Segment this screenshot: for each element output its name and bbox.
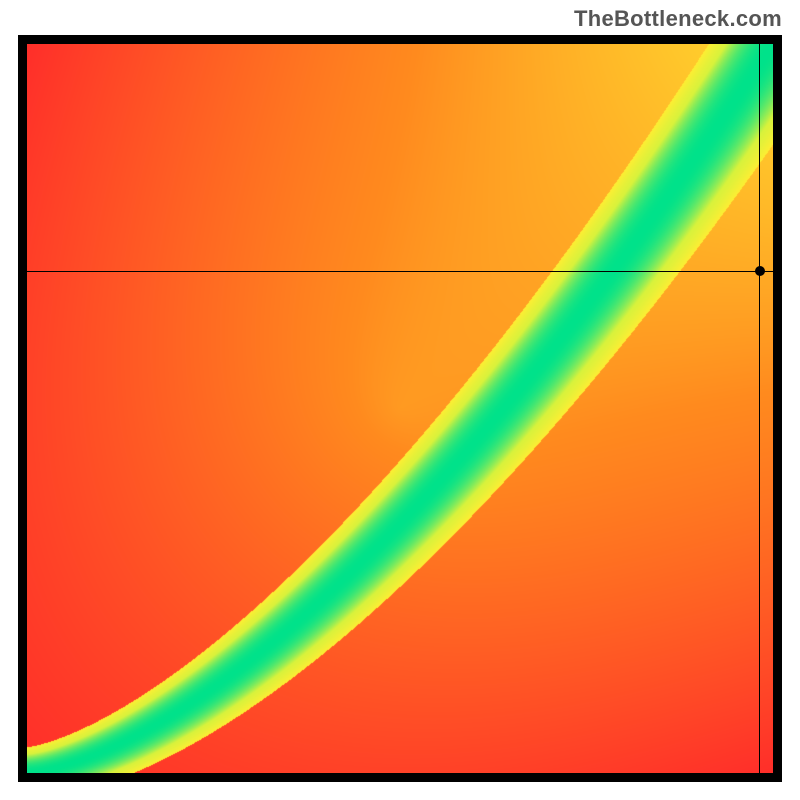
crosshair-horizontal bbox=[27, 271, 773, 272]
marker-point bbox=[755, 266, 765, 276]
heatmap-canvas bbox=[27, 44, 773, 773]
chart-container: TheBottleneck.com bbox=[0, 0, 800, 800]
heatmap-canvas-wrap bbox=[27, 44, 773, 773]
watermark-text: TheBottleneck.com bbox=[574, 6, 782, 32]
crosshair-vertical bbox=[759, 44, 760, 773]
